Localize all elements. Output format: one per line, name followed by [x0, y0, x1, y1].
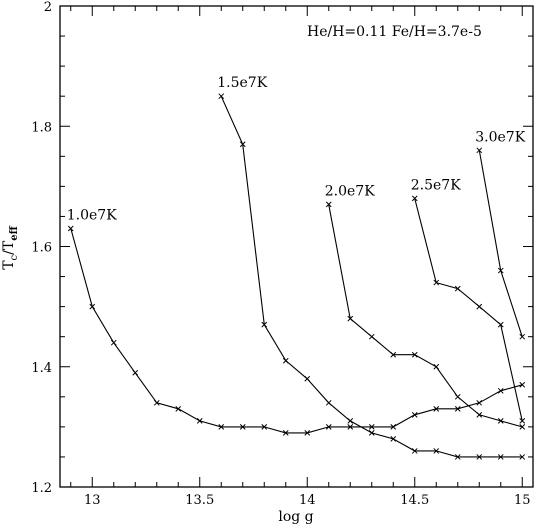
- data-point: [476, 411, 483, 418]
- data-point: [67, 225, 74, 232]
- data-point: [261, 424, 268, 430]
- data-point: [411, 195, 418, 202]
- series-label: 1.5e7K: [217, 75, 267, 91]
- data-point: [497, 418, 504, 424]
- data-point: [519, 333, 526, 340]
- series-line: [478, 150, 523, 337]
- x-tick-label: 13.5: [185, 493, 214, 508]
- data-point: [497, 267, 504, 274]
- data-point: [454, 393, 461, 400]
- data-point: [411, 448, 418, 454]
- series-label: 2.5e7K: [411, 177, 461, 193]
- data-point: [218, 93, 225, 100]
- x-tick-label: 14: [299, 493, 316, 508]
- data-point: [454, 285, 461, 292]
- series-line: [220, 95, 523, 458]
- series-2: [218, 93, 526, 460]
- data-point: [433, 363, 440, 370]
- x-tick-label: 13: [84, 493, 101, 508]
- data-point: [132, 369, 139, 376]
- y-label-sub-eff: eff: [9, 225, 20, 240]
- data-point: [390, 424, 397, 430]
- data-point: [347, 315, 354, 322]
- data-point: [89, 303, 96, 310]
- data-point: [497, 387, 504, 394]
- data-point: [497, 321, 504, 328]
- y-tick-label: 1.4: [31, 361, 52, 376]
- axis-ticks: 13 13.5 14 14.5 15 1.2 1.4 1.6 1.8 2: [31, 0, 533, 508]
- data-point: [476, 303, 483, 310]
- series-label: 2.0e7K: [325, 183, 375, 199]
- series-line: [328, 204, 523, 428]
- data-point: [411, 411, 418, 418]
- data-point: [454, 454, 461, 460]
- data-point: [411, 351, 418, 358]
- data-point: [497, 454, 504, 460]
- data-point: [196, 418, 203, 424]
- data-point: [433, 279, 440, 286]
- y-label-main: T: [1, 260, 17, 270]
- series-4: [411, 195, 526, 424]
- data-point: [454, 405, 461, 412]
- data-point: [347, 418, 354, 424]
- data-point: [347, 424, 354, 430]
- data-point: [433, 405, 440, 412]
- data-point: [390, 351, 397, 358]
- y-tick-label: 1.8: [31, 120, 52, 135]
- y-label-sub-c: c: [9, 254, 20, 260]
- data-point: [519, 454, 526, 460]
- data-point: [325, 399, 332, 406]
- data-point: [304, 430, 311, 436]
- series-layer: [67, 93, 526, 460]
- series-label: 3.0e7K: [475, 129, 525, 145]
- annotation: He/H=0.11 Fe/H=3.7e-5: [307, 24, 482, 40]
- series-label: 1.0e7K: [67, 207, 117, 223]
- data-point: [325, 424, 332, 430]
- data-point: [261, 321, 268, 328]
- series-line: [70, 228, 523, 434]
- data-point: [368, 333, 375, 340]
- y-axis-label: Tc/Teff: [1, 225, 20, 269]
- data-point: [476, 399, 483, 406]
- data-point: [153, 399, 160, 406]
- data-point: [519, 424, 526, 430]
- data-point: [282, 357, 289, 364]
- x-tick-label: 15: [514, 493, 531, 508]
- data-point: [239, 424, 246, 430]
- x-tick-label: 14.5: [400, 493, 429, 508]
- data-point: [433, 448, 440, 454]
- y-label-sep: /T: [1, 240, 17, 255]
- y-tick-label: 1.2: [31, 481, 52, 496]
- data-point: [325, 201, 332, 208]
- data-point: [282, 430, 289, 436]
- data-point: [368, 430, 375, 436]
- data-point: [390, 436, 397, 442]
- data-point: [218, 424, 225, 430]
- plot-frame: [59, 5, 534, 488]
- data-point: [519, 381, 526, 388]
- data-point: [476, 454, 483, 460]
- data-point: [368, 424, 375, 430]
- data-point: [239, 141, 246, 148]
- data-point: [304, 375, 311, 382]
- x-axis-label: log g: [278, 509, 313, 525]
- series-line: [414, 198, 523, 422]
- y-tick-label: 1.6: [31, 241, 52, 256]
- y-tick-label: 2: [44, 0, 52, 15]
- data-point: [175, 405, 182, 412]
- series-labels: 1.0e7K 1.5e7K 2.0e7K 2.5e7K 3.0e7K: [67, 75, 526, 223]
- series-1: [67, 225, 526, 436]
- data-point: [476, 147, 483, 154]
- data-point: [110, 339, 117, 346]
- series-5: [476, 147, 526, 340]
- data-point: [519, 418, 526, 424]
- series-3: [325, 201, 526, 430]
